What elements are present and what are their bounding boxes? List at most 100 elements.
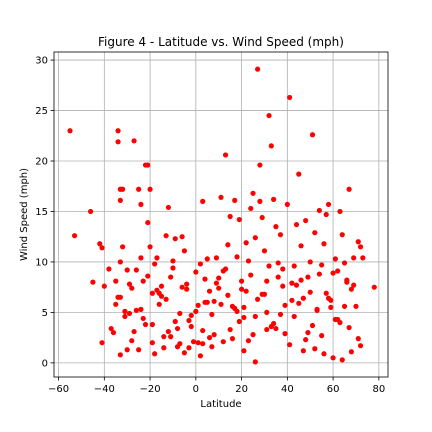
data-point: [261, 248, 268, 254]
data-point: [200, 341, 206, 347]
data-point: [289, 297, 295, 303]
data-point: [261, 291, 268, 297]
data-point: [179, 234, 185, 240]
data-point: [300, 295, 306, 301]
x-tick-label: −20: [140, 384, 161, 395]
data-point: [115, 128, 121, 134]
data-point: [161, 345, 167, 351]
y-tick-label: 15: [35, 207, 48, 218]
data-point: [277, 232, 284, 238]
data-point: [174, 325, 181, 332]
data-point: [200, 198, 206, 204]
data-point: [307, 259, 313, 265]
y-tick-label: 0: [42, 358, 48, 369]
plot-area-frame: [53, 51, 389, 378]
data-point: [193, 269, 199, 275]
data-point: [298, 243, 304, 249]
data-point: [216, 275, 222, 281]
points-layer: [67, 66, 377, 365]
ticks-layer: −60 −40 −20 0 20 40 60 80 0 5 10 15 20 25 30: [35, 56, 385, 395]
data-point: [353, 303, 359, 309]
y-tick-label: 10: [35, 257, 48, 268]
x-tick-label: 0: [193, 384, 199, 395]
data-point: [197, 353, 204, 359]
data-point: [154, 255, 160, 261]
data-point: [184, 281, 190, 287]
data-point: [280, 266, 286, 272]
data-point: [328, 304, 334, 310]
data-point: [213, 255, 220, 261]
x-tick-label: 20: [235, 384, 248, 395]
data-point: [293, 282, 300, 288]
data-point: [245, 258, 252, 264]
data-point: [309, 132, 316, 138]
data-point: [248, 272, 254, 278]
data-point: [220, 339, 226, 345]
data-point: [147, 244, 153, 250]
data-point: [277, 311, 284, 318]
data-point: [200, 327, 206, 334]
data-point: [195, 302, 201, 308]
data-point: [126, 281, 133, 287]
data-point: [186, 317, 192, 324]
data-point: [241, 304, 247, 310]
data-point: [124, 347, 130, 353]
data-point: [312, 230, 318, 236]
data-point: [264, 326, 270, 333]
data-point: [321, 351, 327, 357]
data-point: [245, 338, 252, 344]
data-point: [335, 268, 341, 274]
data-point: [355, 239, 361, 245]
data-point: [319, 333, 325, 339]
data-point: [122, 308, 128, 314]
data-point: [234, 308, 240, 314]
data-point: [282, 330, 288, 337]
data-point: [238, 278, 245, 284]
data-point: [296, 171, 302, 177]
data-point: [298, 277, 304, 283]
data-point: [156, 290, 162, 296]
data-point: [268, 143, 274, 149]
data-point: [351, 255, 357, 261]
data-point: [190, 339, 197, 345]
data-point: [289, 280, 295, 286]
data-point: [271, 196, 277, 202]
data-point: [211, 298, 217, 304]
data-point: [120, 186, 126, 192]
data-point: [330, 270, 336, 276]
data-point: [67, 128, 73, 134]
x-tick-label: −40: [94, 384, 115, 395]
data-point: [108, 325, 114, 332]
data-point: [197, 261, 204, 267]
data-point: [213, 280, 220, 286]
data-point: [145, 219, 151, 226]
data-point: [344, 279, 350, 285]
data-point: [163, 296, 169, 302]
data-point: [117, 197, 123, 203]
data-point: [229, 336, 236, 342]
data-point: [138, 255, 144, 261]
data-point: [202, 276, 208, 282]
data-point: [241, 314, 247, 321]
data-point: [337, 208, 343, 215]
data-point: [163, 233, 169, 239]
data-point: [177, 310, 183, 317]
data-point: [291, 313, 297, 320]
data-point: [222, 266, 229, 272]
data-point: [348, 286, 354, 292]
data-point: [305, 274, 311, 280]
data-point: [179, 284, 185, 290]
data-point: [312, 346, 318, 352]
data-point: [152, 351, 158, 357]
data-point: [238, 286, 245, 292]
data-point: [129, 338, 135, 344]
data-point: [236, 318, 242, 325]
data-point: [170, 258, 176, 264]
data-point: [115, 139, 121, 145]
data-point: [161, 334, 167, 340]
data-point: [188, 312, 194, 319]
data-point: [252, 359, 258, 365]
data-point: [341, 303, 348, 309]
data-point: [133, 307, 139, 313]
